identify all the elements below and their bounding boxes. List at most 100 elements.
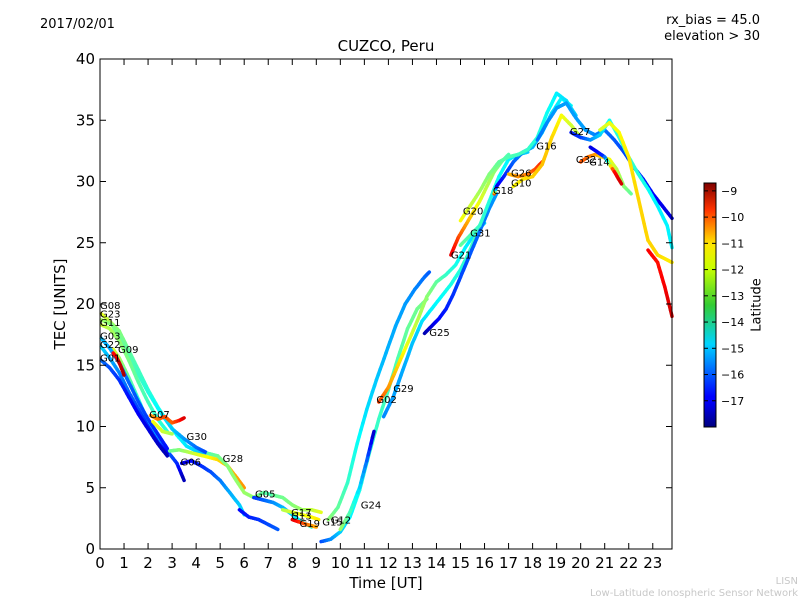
prn-label: G25 xyxy=(429,328,449,339)
prn-label: G06 xyxy=(181,458,201,469)
x-tick-label: 2 xyxy=(143,554,153,572)
colorbar-label: Latitude xyxy=(749,278,765,332)
data-segment xyxy=(121,371,126,377)
y-tick-label: 10 xyxy=(76,418,95,436)
series-g01b xyxy=(111,351,126,377)
colorbar-tick-label: −12 xyxy=(721,264,744,277)
series-g05b xyxy=(237,508,280,532)
series-g32 xyxy=(578,152,633,196)
prn-label: G29 xyxy=(393,384,413,395)
prn-label: G31 xyxy=(470,229,490,240)
colorbar-tick-label: −14 xyxy=(721,316,744,329)
prn-label: G30 xyxy=(187,432,207,443)
prn-label: G21 xyxy=(451,251,471,262)
y-tick-label: 15 xyxy=(76,356,95,374)
series-g10 xyxy=(511,113,583,189)
colorbar-tick-label: −16 xyxy=(721,369,744,382)
y-tick-label: 20 xyxy=(76,295,95,313)
data-segment xyxy=(163,451,170,458)
x-tick-label: 23 xyxy=(643,554,662,572)
colorbar-tick-label: −10 xyxy=(721,211,744,224)
x-tick-label: 15 xyxy=(451,554,470,572)
data-segment xyxy=(168,431,174,436)
data-segment xyxy=(627,190,633,196)
data-segment xyxy=(317,510,323,515)
series-g07b xyxy=(151,419,174,436)
x-tick-label: 19 xyxy=(547,554,566,572)
x-tick-label: 13 xyxy=(403,554,422,572)
data-segment xyxy=(315,517,321,522)
series-g06 xyxy=(179,459,246,517)
y-tick-label: 30 xyxy=(76,173,95,191)
data-segment xyxy=(241,484,246,490)
prn-label: G22 xyxy=(100,340,120,351)
series-g17 xyxy=(271,493,323,515)
y-tick-label: 35 xyxy=(76,111,95,129)
prn-label: G18 xyxy=(493,186,513,197)
colorbar-tick-label: −13 xyxy=(721,290,744,303)
data-segment xyxy=(524,150,530,155)
series-g01 xyxy=(99,358,170,458)
colorbar-tick-label: −17 xyxy=(721,395,744,408)
prn-label: G09 xyxy=(118,345,138,356)
x-tick-label: 1 xyxy=(119,554,129,572)
x-tick-label: 17 xyxy=(499,554,518,572)
date-label: 2017/02/01 xyxy=(40,17,115,32)
prn-label: G20 xyxy=(463,207,483,218)
x-tick-label: 5 xyxy=(215,554,225,572)
series-g03 xyxy=(99,336,170,451)
chart-title: CUZCO, Peru xyxy=(337,37,435,55)
parameter-info: rx_bias = 45.0 elevation > 30 xyxy=(664,13,760,45)
prn-label: G14 xyxy=(589,158,609,169)
series-g25b xyxy=(422,192,499,336)
x-tick-label: 21 xyxy=(595,554,614,572)
series-g24 xyxy=(338,429,376,532)
data-series-layer xyxy=(99,91,674,544)
colorbar-tick-label: −11 xyxy=(721,237,744,250)
series-g13 xyxy=(280,508,321,522)
x-axis-label: Time [UT] xyxy=(349,574,423,592)
data-segment xyxy=(202,449,208,454)
colorbar-tick-label: −9 xyxy=(721,185,737,198)
series-g15 xyxy=(646,248,674,319)
x-tick-label: 3 xyxy=(167,554,177,572)
x-tick-label: 11 xyxy=(355,554,374,572)
credit-text: LISN Low-Latitude Ionospheric Sensor Net… xyxy=(590,576,798,600)
y-tick-label: 40 xyxy=(76,50,95,68)
prn-label: G28 xyxy=(223,454,243,465)
series-g23 xyxy=(99,318,208,454)
prn-label: G23 xyxy=(100,310,120,321)
x-tick-label: 6 xyxy=(239,554,249,572)
x-tick-label: 18 xyxy=(523,554,542,572)
prn-label: G15 xyxy=(322,518,342,529)
series-g21 xyxy=(449,152,511,257)
series-g25 xyxy=(326,270,432,522)
prn-label: G16 xyxy=(536,142,556,153)
x-tick-label: 14 xyxy=(427,554,446,572)
colorbar-ticks: −9 −10 −11 −12 −13 −14 −15 −16 −17 xyxy=(704,185,744,408)
prn-label: G17 xyxy=(291,508,311,519)
data-segment xyxy=(163,443,170,451)
prn-label: G19 xyxy=(300,519,320,530)
prn-label: G08 xyxy=(100,301,120,312)
x-tick-label: 8 xyxy=(287,554,297,572)
y-tick-label: 0 xyxy=(85,540,95,558)
x-tick-label: 4 xyxy=(191,554,201,572)
series-g14 xyxy=(588,145,624,186)
data-segment xyxy=(426,270,432,275)
y-tick-label: 5 xyxy=(85,479,95,497)
colorbar-tick-label: −15 xyxy=(721,342,744,355)
x-tick-label: 7 xyxy=(263,554,273,572)
data-segment xyxy=(618,179,624,186)
prn-label: G26 xyxy=(511,169,531,180)
series-g11 xyxy=(99,323,170,434)
prn-label: G24 xyxy=(361,501,381,512)
prn-label: G11 xyxy=(100,318,120,329)
prn-label: G05 xyxy=(255,490,275,501)
data-segment xyxy=(493,192,499,199)
axis-layer: 0 1 2 3 4 5 6 7 8 9 10 11 12 13 14 15 16 17 18 19 20 21 22 2305… xyxy=(76,50,672,572)
prn-label: G01 xyxy=(100,354,120,365)
series-g14b xyxy=(598,120,674,265)
